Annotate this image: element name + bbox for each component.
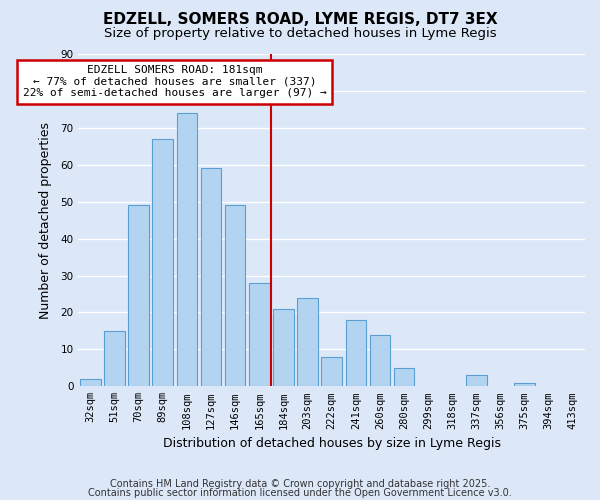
Text: Contains HM Land Registry data © Crown copyright and database right 2025.: Contains HM Land Registry data © Crown c… — [110, 479, 490, 489]
Text: EDZELL, SOMERS ROAD, LYME REGIS, DT7 3EX: EDZELL, SOMERS ROAD, LYME REGIS, DT7 3EX — [103, 12, 497, 28]
Bar — [249, 283, 269, 387]
Bar — [152, 139, 173, 386]
Text: Size of property relative to detached houses in Lyme Regis: Size of property relative to detached ho… — [104, 28, 496, 40]
Bar — [201, 168, 221, 386]
Text: EDZELL SOMERS ROAD: 181sqm
← 77% of detached houses are smaller (337)
22% of sem: EDZELL SOMERS ROAD: 181sqm ← 77% of deta… — [23, 65, 326, 98]
Bar — [297, 298, 318, 386]
X-axis label: Distribution of detached houses by size in Lyme Regis: Distribution of detached houses by size … — [163, 437, 500, 450]
Bar — [346, 320, 366, 386]
Bar — [466, 375, 487, 386]
Bar — [322, 357, 342, 386]
Bar — [104, 331, 125, 386]
Bar — [176, 113, 197, 386]
Bar — [273, 309, 293, 386]
Bar — [128, 206, 149, 386]
Text: Contains public sector information licensed under the Open Government Licence v3: Contains public sector information licen… — [88, 488, 512, 498]
Y-axis label: Number of detached properties: Number of detached properties — [39, 122, 52, 318]
Bar — [394, 368, 414, 386]
Bar — [370, 334, 390, 386]
Bar — [80, 379, 101, 386]
Bar — [225, 206, 245, 386]
Bar — [514, 382, 535, 386]
